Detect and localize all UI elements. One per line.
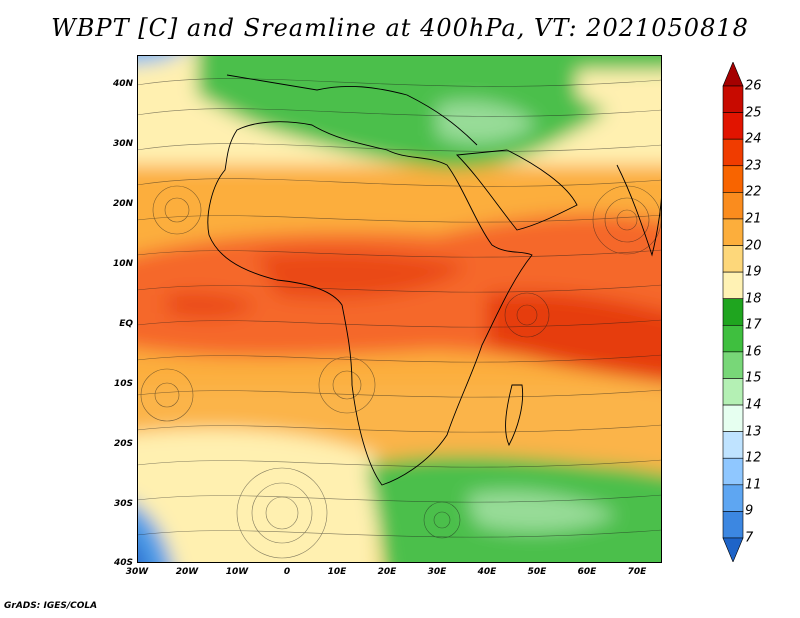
colorbar-segment [722, 138, 744, 167]
colorbar-label: 15 [745, 370, 762, 386]
lat-label: 40S [113, 558, 133, 568]
colorbar-label: 23 [745, 158, 762, 174]
lon-label: 0 [283, 567, 291, 577]
colorbar-segment [722, 298, 744, 326]
colorbar-segment [722, 431, 744, 459]
colorbar-label: 20 [745, 238, 762, 254]
colorbar-label: 14 [745, 397, 762, 413]
india-coast [616, 164, 662, 257]
colorbar-segment [722, 85, 744, 113]
colorbar-tip-top [722, 62, 744, 87]
lat-label: 40N [112, 79, 133, 89]
lat-label: 20N [112, 199, 133, 209]
lon-label: 30E [427, 567, 447, 577]
colorbar-label: 7 [745, 530, 754, 546]
lon-label: 20W [175, 567, 199, 577]
colorbar-segment [722, 351, 744, 379]
lat-label: 20S [113, 439, 133, 449]
colorbar-segment [722, 404, 744, 432]
colorbar-label: 21 [745, 211, 762, 227]
lat-label: 30S [113, 499, 133, 509]
colorbar-segment [722, 192, 744, 220]
colorbar-segment [722, 271, 744, 300]
colorbar-tip-bottom [722, 537, 744, 562]
colorbar-segment [722, 165, 744, 193]
lat-label: 30N [112, 139, 133, 149]
lon-label: 30W [125, 567, 149, 577]
colorbar-segment [722, 378, 744, 406]
colorbar-segment [722, 245, 744, 273]
lat-label: 10S [113, 379, 133, 389]
lon-label: 50E [527, 567, 547, 577]
map-title: WBPT [C] and Sreamline at 400hPa, VT: 20… [51, 14, 749, 42]
colorbar-label: 24 [745, 131, 762, 147]
colorbar-label: 12 [745, 450, 762, 466]
colorbar-label: 17 [745, 317, 762, 333]
colorbar-label: 9 [745, 503, 754, 519]
lon-label: 10W [225, 567, 249, 577]
north-green [197, 55, 662, 169]
arabia-coast [456, 149, 578, 231]
colorbar-label: 13 [745, 424, 762, 440]
colorbar-label: 25 [745, 105, 762, 121]
colorbar-label: 26 [745, 78, 762, 94]
colorbar-segment [722, 457, 744, 486]
madagascar-coast [505, 384, 524, 447]
colorbar-segment [722, 484, 744, 512]
lon-label: 40E [477, 567, 497, 577]
africa-coast [207, 121, 533, 486]
colorbar-label: 16 [745, 344, 762, 360]
lon-label: 20E [377, 567, 397, 577]
footer-credit: GrADS: IGES/COLA [4, 601, 98, 611]
colorbar-segment [722, 218, 744, 246]
colorbar-label: 22 [745, 184, 762, 200]
sw-blue [137, 505, 173, 563]
map-plot [137, 55, 662, 563]
colorbar [722, 62, 744, 562]
lon-label: 10E [327, 567, 347, 577]
colorbar-segment [722, 511, 744, 539]
lon-label: 70E [627, 567, 647, 577]
colorbar-segment [722, 112, 744, 140]
lat-label: EQ [119, 319, 133, 329]
colorbar-label: 18 [745, 291, 762, 307]
lat-label: 10N [112, 259, 133, 269]
streamlines [137, 78, 662, 559]
europe-coast [226, 74, 478, 146]
lon-label: 60E [577, 567, 597, 577]
coastlines [207, 74, 662, 486]
colorbar-segment [722, 324, 744, 353]
colorbar-label: 11 [745, 477, 762, 493]
colorbar-label: 19 [745, 264, 762, 280]
